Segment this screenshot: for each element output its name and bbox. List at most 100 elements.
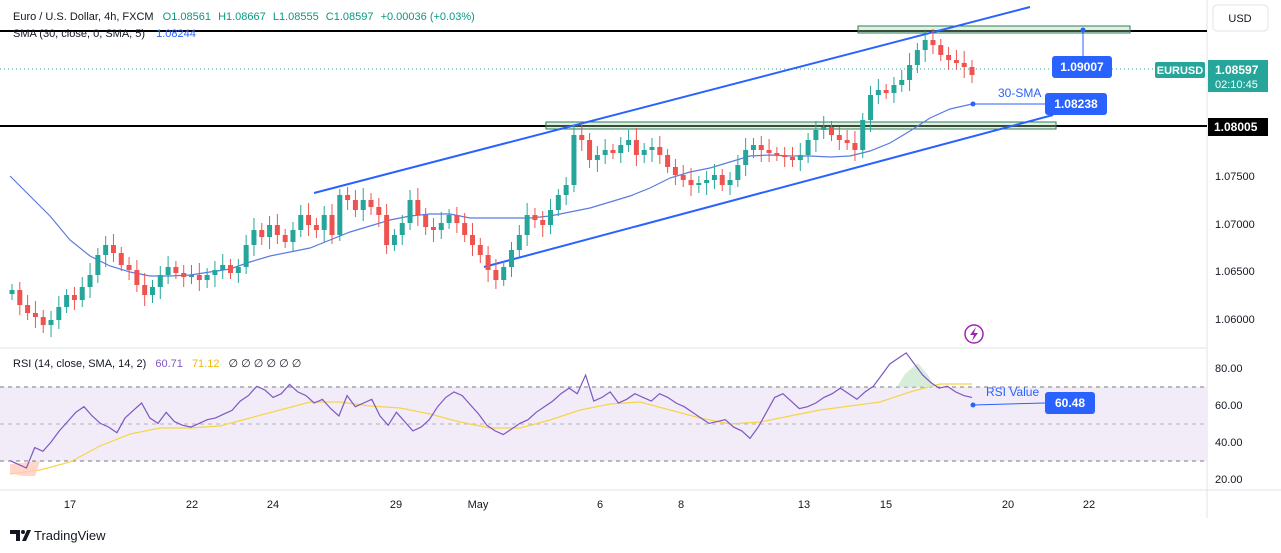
candle-body bbox=[907, 65, 913, 80]
rsi-indicator-title[interactable]: RSI (14, close, SMA, 14, 2) bbox=[13, 358, 146, 370]
candle-body bbox=[345, 195, 351, 200]
candle-body bbox=[204, 275, 210, 280]
date-tick: 22 bbox=[1083, 499, 1095, 511]
symbol-tag bbox=[1155, 62, 1205, 78]
candle-body bbox=[860, 120, 866, 150]
candle-body bbox=[555, 195, 561, 210]
low-value: L1.08555 bbox=[273, 11, 319, 23]
candle-body bbox=[110, 245, 116, 253]
candle-body bbox=[352, 200, 358, 210]
candle-body bbox=[594, 155, 600, 160]
candle-body bbox=[946, 55, 952, 60]
countdown-text: 02:10:45 bbox=[1215, 79, 1258, 91]
rsi-tick-20: 20.00 bbox=[1215, 474, 1243, 486]
tradingview-logo-icon[interactable] bbox=[10, 530, 31, 541]
rsi-line bbox=[9, 352, 973, 469]
currency-button-label: USD bbox=[1228, 13, 1251, 25]
candle-body bbox=[696, 183, 702, 185]
candle-body bbox=[17, 290, 23, 305]
support-price-text: 1.08005 bbox=[1214, 120, 1258, 134]
change-value: +0.00036 (+0.03%) bbox=[381, 11, 475, 23]
candle-body bbox=[228, 265, 234, 273]
resistance-value-label[interactable] bbox=[1052, 56, 1112, 78]
candle-body bbox=[735, 165, 741, 180]
rsi-tick-40: 40.00 bbox=[1215, 437, 1243, 449]
candle-body bbox=[40, 317, 46, 325]
candle-body bbox=[9, 290, 15, 294]
lightning-icon[interactable] bbox=[964, 324, 984, 344]
candle-body bbox=[875, 90, 881, 95]
close-value: C1.08597 bbox=[326, 11, 374, 23]
resistance-zone[interactable] bbox=[857, 25, 1131, 34]
support-zone[interactable] bbox=[545, 121, 1057, 130]
candle-body bbox=[306, 215, 312, 225]
sma-30-line bbox=[9, 103, 973, 277]
candle-body bbox=[532, 215, 538, 220]
date-tick: 15 bbox=[880, 499, 892, 511]
currency-button[interactable] bbox=[1212, 4, 1269, 32]
rsi-empty-values: ∅ ∅ ∅ ∅ ∅ ∅ bbox=[229, 358, 302, 370]
candle-body bbox=[719, 175, 725, 185]
date-tick: 24 bbox=[267, 499, 279, 511]
candle-body bbox=[524, 215, 530, 235]
candle-body bbox=[446, 215, 452, 223]
date-tick: 13 bbox=[798, 499, 810, 511]
candle-body bbox=[469, 235, 475, 245]
candle-body bbox=[571, 135, 577, 185]
candle-body bbox=[220, 265, 226, 270]
channel-upper-line[interactable] bbox=[313, 6, 1031, 194]
candle-body bbox=[149, 287, 155, 295]
candle-body bbox=[290, 230, 296, 242]
candle-body bbox=[454, 215, 460, 223]
candle-body bbox=[415, 200, 421, 215]
candle-body bbox=[142, 285, 148, 295]
rsi-value-text: 60.48 bbox=[1055, 396, 1085, 410]
candle-body bbox=[657, 147, 663, 155]
candle-body bbox=[766, 150, 772, 153]
candle-body bbox=[64, 295, 70, 307]
rsi-sma-indicator-value: 71.12 bbox=[192, 358, 220, 370]
svg-text:SMA (30, close, 0, SMA, 5): SMA (30, close, 0, SMA, 5) 1.08244 bbox=[13, 28, 196, 40]
candle-body bbox=[813, 130, 819, 140]
symbol-title[interactable]: Euro / U.S. Dollar, 4h, FXCM bbox=[13, 11, 154, 23]
candle-body bbox=[883, 90, 889, 93]
price-tick-4: 1.06000 bbox=[1215, 314, 1255, 326]
candle-body bbox=[665, 155, 671, 167]
candle-body bbox=[438, 223, 444, 230]
candle-body bbox=[899, 80, 905, 85]
candle-body bbox=[48, 320, 54, 325]
brand-text: TradingView bbox=[34, 528, 106, 543]
rsi-tick-80: 80.00 bbox=[1215, 363, 1243, 375]
date-tick: 17 bbox=[64, 499, 76, 511]
candle-body bbox=[477, 245, 483, 255]
rsi-indicator-value: 60.71 bbox=[155, 358, 183, 370]
candle-body bbox=[56, 307, 62, 320]
date-axis[interactable]: 17 22 24 29 May 6 8 13 15 20 22 bbox=[64, 499, 1095, 511]
candle-body bbox=[173, 267, 179, 273]
candle-body bbox=[805, 140, 811, 155]
candle-body bbox=[501, 267, 507, 280]
candle-body bbox=[743, 150, 749, 165]
candle-body bbox=[251, 230, 257, 245]
candle-body bbox=[563, 185, 569, 195]
sma-indicator-title[interactable]: SMA (30, close, 0, SMA, 5) bbox=[13, 28, 145, 40]
last-price-tag bbox=[1208, 60, 1268, 92]
sma-annotation-text: 30-SMA bbox=[998, 86, 1041, 100]
candle-body bbox=[423, 215, 429, 227]
price-tick-1: 1.07500 bbox=[1215, 171, 1255, 183]
candle-body bbox=[196, 275, 202, 280]
rsi-value-label[interactable] bbox=[1045, 392, 1095, 414]
candle-body bbox=[914, 50, 920, 65]
candle-body bbox=[969, 67, 975, 75]
candle-body bbox=[641, 150, 647, 155]
candle-body bbox=[493, 270, 499, 280]
sma-indicator-value: 1.08244 bbox=[156, 28, 196, 40]
candle-body bbox=[165, 267, 171, 275]
date-tick: 8 bbox=[678, 499, 684, 511]
sma-value-label[interactable] bbox=[1045, 93, 1107, 115]
candle-body bbox=[87, 275, 93, 287]
candle-body bbox=[126, 265, 132, 270]
channel-lower-line[interactable] bbox=[483, 114, 1054, 268]
candle-body bbox=[337, 195, 343, 235]
